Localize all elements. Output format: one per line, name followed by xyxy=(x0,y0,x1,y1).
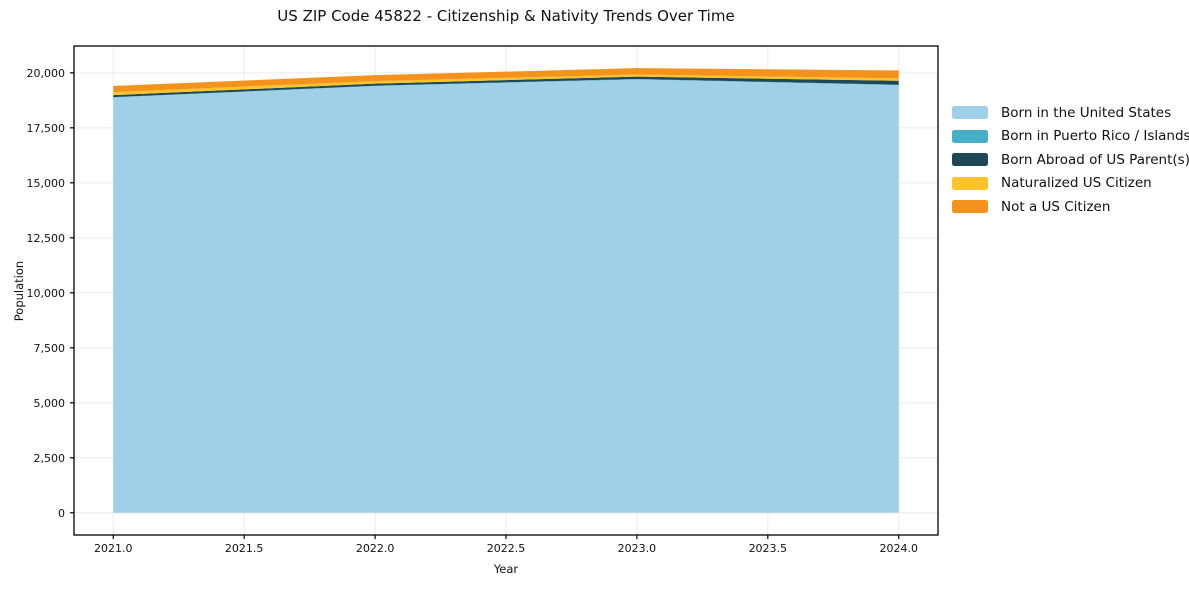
y-tick-label: 7,500 xyxy=(34,342,66,355)
legend-item: Born in the United States xyxy=(952,101,1189,125)
legend-label: Born Abroad of US Parent(s) xyxy=(1001,151,1189,168)
legend-label: Naturalized US Citizen xyxy=(1001,175,1152,192)
area-series-0 xyxy=(113,79,899,513)
legend-item: Born Abroad of US Parent(s) xyxy=(952,148,1189,172)
x-tick-label: 2022.5 xyxy=(487,542,526,555)
legend: Born in the United States Born in Puerto … xyxy=(952,101,1189,219)
area-series-3 xyxy=(113,74,899,96)
y-tick-label: 0 xyxy=(58,507,65,520)
y-tick-label: 15,000 xyxy=(27,177,66,190)
legend-swatch-icon xyxy=(952,106,988,120)
x-tick-label: 2024.0 xyxy=(879,542,918,555)
legend-swatch-icon xyxy=(952,153,988,167)
legend-label: Not a US Citizen xyxy=(1001,198,1111,215)
y-tick-label: 10,000 xyxy=(27,287,66,300)
area-series-4 xyxy=(113,68,899,93)
y-tick-label: 2,500 xyxy=(34,452,66,465)
x-tick-label: 2023.5 xyxy=(749,542,788,555)
legend-label: Born in Puerto Rico / Islands xyxy=(1001,128,1189,145)
legend-item: Born in Puerto Rico / Islands xyxy=(952,125,1189,149)
y-tick-label: 17,500 xyxy=(27,122,66,135)
chart-title: US ZIP Code 45822 - Citizenship & Nativi… xyxy=(277,7,735,25)
area-series-2 xyxy=(113,76,899,98)
y-tick-label: 12,500 xyxy=(27,232,66,245)
y-tick-label: 20,000 xyxy=(27,67,66,80)
legend-swatch-icon xyxy=(952,129,988,143)
legend-swatch-icon xyxy=(952,200,988,214)
legend-item: Naturalized US Citizen xyxy=(952,172,1189,196)
legend-swatch-icon xyxy=(952,176,988,190)
y-axis-label: Population xyxy=(12,260,26,322)
legend-label: Born in the United States xyxy=(1001,104,1172,121)
x-tick-label: 2021.5 xyxy=(225,542,264,555)
area-series-1 xyxy=(113,78,899,98)
x-tick-label: 2021.0 xyxy=(94,542,133,555)
x-tick-label: 2023.0 xyxy=(618,542,657,555)
legend-item: Not a US Citizen xyxy=(952,195,1189,219)
x-tick-label: 2022.0 xyxy=(356,542,395,555)
x-axis-label: Year xyxy=(493,562,519,576)
y-tick-label: 5,000 xyxy=(34,397,66,410)
